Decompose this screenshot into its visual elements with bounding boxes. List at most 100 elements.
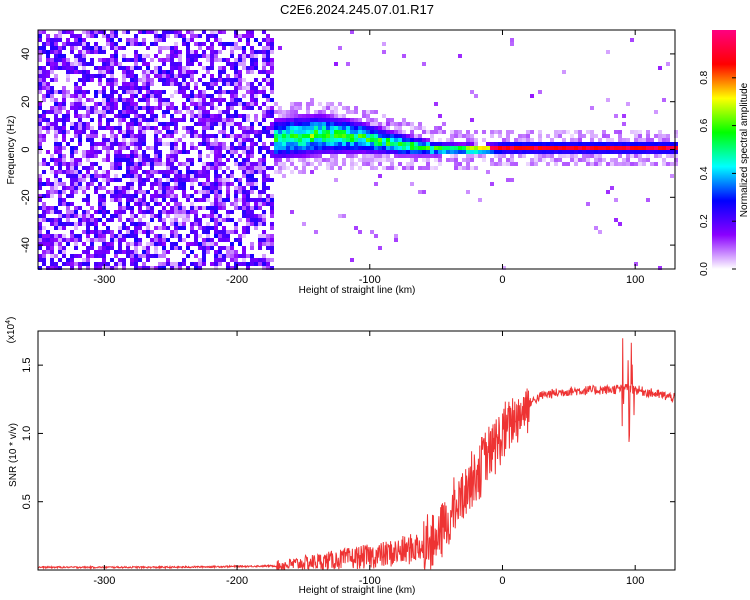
spectrogram-cell: [158, 186, 162, 190]
spectrogram-cell: [374, 166, 378, 170]
spectrogram-cell: [354, 126, 358, 130]
spectrogram-cell: [150, 158, 154, 162]
spectrogram-cell: [598, 146, 602, 150]
spectrogram-cell: [146, 98, 150, 102]
spectrogram-cell: [126, 170, 130, 174]
spectrogram-cell: [50, 158, 54, 162]
spectrogram-cell: [342, 122, 346, 126]
spectrogram-cell: [38, 78, 42, 82]
spectrogram-cell: [258, 166, 262, 170]
spectrogram-cell: [474, 154, 478, 158]
spectrogram-cell: [230, 42, 234, 46]
spectrogram-cell: [182, 82, 186, 86]
spectrogram-cell: [38, 230, 42, 234]
spectrogram-cell: [586, 146, 590, 150]
spectrogram-cell: [78, 102, 82, 106]
spectrogram-cell: [130, 118, 134, 122]
spectrogram-cell: [366, 126, 370, 130]
spectrogram-cell: [50, 242, 54, 246]
spectrogram-cell: [118, 218, 122, 222]
spectrogram-cell: [218, 206, 222, 210]
spectrogram-cell: [670, 162, 674, 166]
spectrogram-cell: [134, 178, 138, 182]
spectrogram-cell: [270, 250, 274, 254]
spectrogram-cell: [62, 86, 66, 90]
spectrogram-cell: [38, 102, 42, 106]
spectrogram-cell: [458, 130, 462, 134]
spectrogram-cell: [386, 150, 390, 154]
spectrogram-cell: [190, 230, 194, 234]
spectrogram-cell: [642, 146, 646, 150]
spectrogram-cell: [214, 90, 218, 94]
spectrogram-cell: [618, 142, 622, 146]
spectrogram-cell: [86, 202, 90, 206]
spectrogram-cell: [218, 238, 222, 242]
spectrogram-cell: [78, 106, 82, 110]
spectrogram-cell: [70, 30, 74, 34]
spectrogram-cell: [222, 134, 226, 138]
spectrogram-cell: [114, 134, 118, 138]
spectrogram-cell: [102, 110, 106, 114]
spectrogram-cell: [298, 106, 302, 110]
spectrogram-cell: [230, 150, 234, 154]
spectrogram-cell: [102, 62, 106, 66]
spectrogram-cell: [202, 82, 206, 86]
spectrogram-cell: [386, 130, 390, 134]
spectrogram-cell: [258, 130, 262, 134]
spectrogram-cell: [130, 154, 134, 158]
spectrogram-cell: [134, 250, 138, 254]
spectrogram-cell: [130, 126, 134, 130]
spectrogram-cell: [274, 146, 278, 150]
spectrogram-cell: [650, 150, 654, 154]
spectrogram-cell: [50, 78, 54, 82]
spectrogram-cell: [158, 158, 162, 162]
spectrogram-cell: [654, 134, 658, 138]
spectrogram-cell: [394, 238, 398, 242]
spectrogram-cell: [138, 182, 142, 186]
spectrogram-cell: [38, 150, 42, 154]
spectrogram-cell: [146, 190, 150, 194]
spectrogram-cell: [58, 38, 62, 42]
spectrogram-cell: [274, 122, 278, 126]
spectrogram-cell: [58, 222, 62, 226]
spectrogram-cell: [118, 250, 122, 254]
spectrogram-cell: [46, 82, 50, 86]
spectrogram-cell: [202, 194, 206, 198]
spectrogram-cell: [326, 158, 330, 162]
spectrogram-cell: [214, 50, 218, 54]
spectrogram-cell: [238, 218, 242, 222]
spectrogram-cell: [50, 222, 54, 226]
spectrogram-cell: [166, 34, 170, 38]
spectrogram-cell: [146, 146, 150, 150]
spectrogram-cell: [190, 38, 194, 42]
spectrogram-cell: [618, 150, 622, 154]
spectrogram-cell: [62, 106, 66, 110]
spectrogram-cell: [122, 262, 126, 266]
spectrogram-cell: [222, 198, 226, 202]
spectrogram-cell: [146, 46, 150, 50]
spectrogram-cell: [530, 142, 534, 146]
spectrogram-cell: [310, 102, 314, 106]
spectrogram-cell: [266, 46, 270, 50]
spectrogram-cell: [170, 246, 174, 250]
spectrogram-cell: [210, 150, 214, 154]
spectrogram-cell: [42, 126, 46, 130]
spectrogram-cell: [334, 150, 338, 154]
spectrogram-cell: [286, 126, 290, 130]
colorbar-tick-label: 0.6: [699, 118, 710, 132]
spectrogram-cell: [114, 30, 118, 34]
spectrogram-cell: [302, 118, 306, 122]
spectrogram-cell: [318, 126, 322, 130]
spectrogram-cell: [94, 74, 98, 78]
spectrogram-cell: [170, 158, 174, 162]
spectrogram-cell: [258, 158, 262, 162]
spectrogram-cell: [270, 154, 274, 158]
spectrogram-cell: [606, 50, 610, 54]
spectrogram-cell: [266, 202, 270, 206]
spectrogram-cell: [422, 130, 426, 134]
spectrogram-cell: [242, 170, 246, 174]
spectrogram-cell: [194, 170, 198, 174]
spectrogram-cell: [558, 134, 562, 138]
spectrogram-cell: [38, 86, 42, 90]
spectrogram-cell: [178, 90, 182, 94]
